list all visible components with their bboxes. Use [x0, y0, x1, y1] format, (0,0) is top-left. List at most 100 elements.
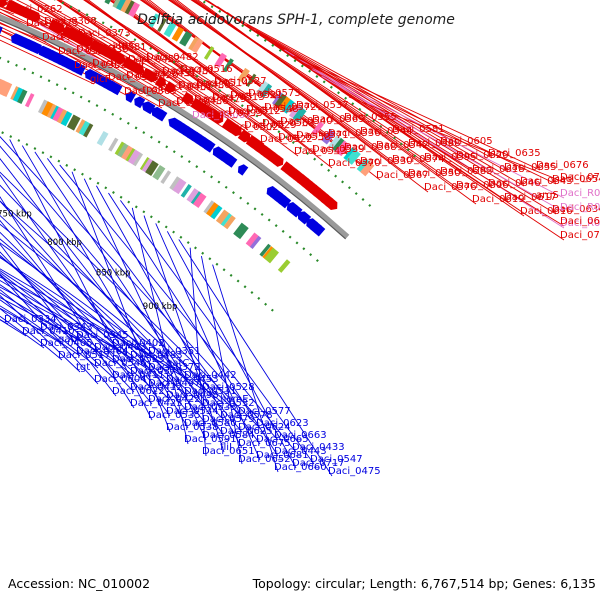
gene-label[interactable]: Daci_0351 — [148, 346, 201, 357]
gene-label[interactable]: Daci_0334 — [4, 314, 57, 325]
gene-label[interactable]: Daci_0453 — [166, 374, 219, 385]
gene-label[interactable]: Daci_0619 — [472, 194, 525, 205]
gene-label[interactable]: Daci_R0017 — [560, 218, 600, 229]
gene-label[interactable]: Daci_0451 — [144, 68, 197, 79]
gene-label[interactable]: Daci_0402 — [112, 338, 165, 349]
gene-label[interactable]: Daci_0262 — [10, 4, 63, 15]
gene-label[interactable]: Daci_0635 — [488, 148, 541, 159]
gene-label[interactable]: atpC — [112, 40, 135, 51]
gene-label[interactable]: Daci_0663 — [274, 430, 327, 441]
gene-label[interactable]: Daci_0540 — [280, 116, 333, 127]
gene-label[interactable]: Daci_0534 — [166, 406, 219, 417]
gene-label[interactable]: Daci_0411 — [112, 370, 165, 381]
gene-label[interactable]: Daci_0475 — [328, 466, 381, 477]
gene-label[interactable]: Daci_0652 — [238, 454, 291, 465]
gene-label[interactable]: Daci_0481 — [162, 66, 215, 77]
gene-label[interactable]: Daci_0579 — [202, 414, 255, 425]
gene-label[interactable]: Daci_0654 — [552, 174, 600, 185]
gene-label[interactable]: Daci_R0007 — [192, 110, 252, 121]
gene-label[interactable]: Daci_0461 — [160, 82, 213, 93]
gene-label[interactable]: Daci_0544 — [360, 126, 413, 137]
gene-label[interactable]: Daci_0570 — [328, 158, 381, 169]
gene-label[interactable]: Daci_0484 — [76, 346, 129, 357]
gene-label[interactable]: Daci_0535 — [148, 410, 201, 421]
gene-label[interactable]: Daci_0521 — [230, 90, 283, 101]
gene-label[interactable]: Daci_0555 — [344, 112, 397, 123]
gene-label[interactable]: Daci_0706 — [560, 230, 600, 241]
gene-label[interactable]: Daci_0308 — [44, 16, 97, 27]
gene-label[interactable]: Daci_0577 — [238, 406, 291, 417]
gene-label[interactable]: Daci_0365 — [124, 86, 177, 97]
gene-label[interactable]: Daci_0344 — [92, 58, 145, 69]
gene-label[interactable]: Daci_0514 — [196, 78, 249, 89]
gene-label[interactable]: Daci_0528 — [202, 382, 255, 393]
gene-label[interactable]: Daci_0568 — [344, 142, 397, 153]
gene-label[interactable]: Daci_0569 — [312, 114, 365, 125]
gene-label[interactable]: Daci_0563 — [262, 118, 315, 129]
gene-label[interactable]: Daci_0574 — [392, 154, 445, 165]
gene-label[interactable]: Daci_0433 — [292, 442, 345, 453]
gene-label[interactable]: tgt — [76, 362, 90, 373]
gene-label[interactable]: Daci_0536 — [328, 128, 381, 139]
gene-label[interactable]: Daci_0606 — [456, 180, 509, 191]
gene-label[interactable]: Daci_0716 — [560, 172, 600, 183]
gene-label[interactable]: Daci_0372 — [148, 362, 201, 373]
gene-label[interactable]: Daci_0583 — [440, 166, 493, 177]
gene-label[interactable]: Daci_0548 — [246, 104, 299, 115]
gene-label[interactable]: Daci_0651 — [202, 446, 255, 457]
gene-label[interactable]: Daci_0643 — [520, 176, 573, 187]
gene-label[interactable]: Daci_0547 — [310, 454, 363, 465]
gene-label[interactable]: Daci_0379 — [130, 366, 183, 377]
gene-label[interactable]: Daci_0479 — [194, 94, 247, 105]
gene-label[interactable]: Daci_0531 — [184, 386, 237, 397]
gene-label[interactable]: Daci_0336 — [76, 44, 129, 55]
gene-label[interactable]: Daci_0591 — [184, 434, 237, 445]
gene-label[interactable]: pyrE — [60, 30, 83, 41]
gene-label[interactable]: Daci_0646 — [488, 178, 541, 189]
gene-label[interactable]: Daci_0717 — [292, 458, 345, 469]
gene-label[interactable]: Daci_0578 — [220, 410, 273, 421]
gene-label[interactable]: Daci_0530 — [360, 156, 413, 167]
gene-label[interactable]: Daci_0595 — [424, 152, 477, 163]
gene-label[interactable]: Daci_0533 — [184, 402, 237, 413]
gene-label[interactable]: gatA — [58, 334, 81, 345]
gene-label[interactable]: Daci_0405 — [40, 338, 93, 349]
gene-label[interactable]: Daci_0486 — [176, 96, 229, 107]
gene-label[interactable]: Daci_0512 — [228, 106, 281, 117]
gene-label[interactable]: Daci_0580 — [184, 418, 237, 429]
gene-label[interactable]: Daci_0567 — [376, 170, 429, 181]
gene-label[interactable]: Daci_0542 — [376, 140, 429, 151]
gene-label[interactable]: fliI — [220, 442, 232, 453]
gene-label[interactable]: Daci_0572 — [264, 102, 317, 113]
gene-label[interactable]: rplC — [110, 56, 130, 67]
gene-label[interactable]: Daci_0532 — [202, 398, 255, 409]
gene-label[interactable]: Daci_0588 — [408, 138, 461, 149]
gene-label[interactable]: Daci_0538 — [166, 422, 219, 433]
gene-label[interactable]: Daci_0410 — [22, 326, 75, 337]
gene-label[interactable]: Daci_0539 — [312, 144, 365, 155]
gene-label[interactable]: Daci_0412 — [130, 382, 183, 393]
gene-label[interactable]: rpsJ — [142, 84, 161, 95]
gene-label[interactable]: Daci_0480 — [178, 80, 231, 91]
gene-label[interactable]: Daci_0691 — [560, 216, 600, 227]
gene-label[interactable]: Daci_0498 — [166, 390, 219, 401]
gene-label[interactable]: Daci_0681 — [256, 450, 309, 461]
gene-label[interactable]: Daci_0604 — [94, 374, 147, 385]
gene-label[interactable]: Daci_0581 — [392, 124, 445, 135]
gene-label[interactable]: glcF — [90, 74, 111, 85]
gene-label[interactable]: Daci_0422 — [148, 394, 201, 405]
gene-label[interactable]: Daci_0660 — [274, 462, 327, 473]
gene-label[interactable]: Daci_0281 — [42, 32, 95, 43]
gene-label[interactable]: Daci_0443 — [274, 446, 327, 457]
gene-label[interactable]: Daci_R0016 — [560, 188, 600, 199]
gene-label[interactable]: Daci_0537 — [296, 100, 349, 111]
gene-label[interactable]: Daci_0550 — [408, 168, 461, 179]
gene-label[interactable]: argS — [536, 190, 559, 201]
gene-label[interactable]: Daci_0302 — [74, 60, 127, 71]
gene-label[interactable]: Daci_0527 — [214, 76, 267, 87]
gene-label[interactable]: Daci_0423 — [130, 398, 183, 409]
gene-label[interactable]: Daci_0543 — [294, 146, 347, 157]
gene-label[interactable]: Daci_0571 — [296, 130, 349, 141]
gene-label[interactable]: Daci_0345 — [76, 330, 129, 341]
gene-label[interactable]: Daci_0605 — [440, 136, 493, 147]
